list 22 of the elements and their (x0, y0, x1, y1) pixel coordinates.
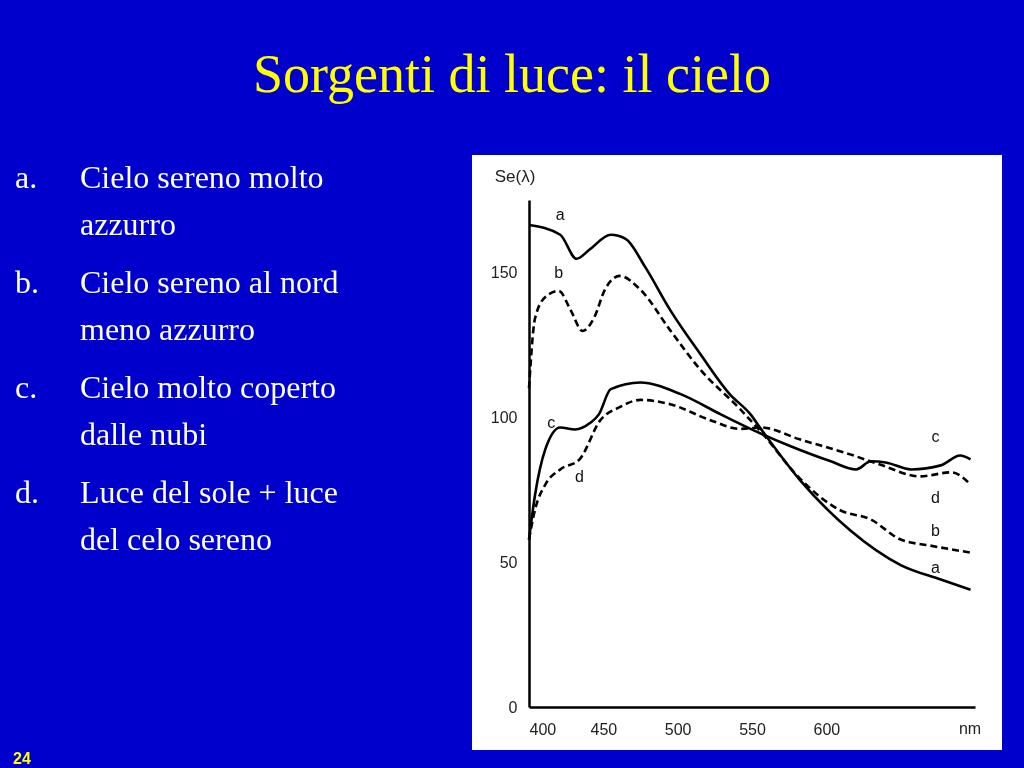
text: a (555, 205, 565, 223)
text: b (554, 263, 564, 281)
series-label: c (547, 414, 556, 432)
series-label: a (931, 558, 941, 576)
x-tick-label: 450 (590, 720, 618, 738)
x-tick-label: 500 (664, 720, 692, 738)
series-label: b (931, 521, 941, 539)
y-tick-label: 50 (499, 553, 518, 571)
y-tick-label: 0 (508, 698, 518, 716)
text: d. Luce del sole + luce del celo sereno (15, 474, 338, 557)
y-tick-label: 100 (490, 408, 518, 426)
text: c (931, 428, 940, 446)
x-tick-label: 400 (529, 720, 557, 738)
chart-title: Sorgenti di luce: il cielo (253, 44, 771, 104)
text: 24 (13, 750, 31, 767)
x-tick-label: 550 (739, 720, 766, 738)
series-label: d (575, 468, 584, 486)
text: d (931, 489, 940, 507)
x-axis-title: nm (958, 720, 982, 737)
x-tick-label: 600 (813, 720, 841, 738)
y-axis-title: Se(λ) (494, 167, 536, 186)
y-tick-label: 150 (490, 263, 518, 281)
